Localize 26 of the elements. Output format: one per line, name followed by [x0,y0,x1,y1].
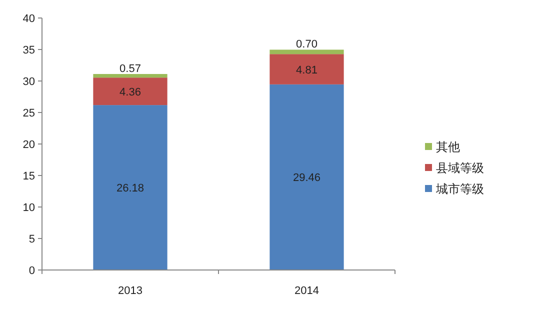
legend-label: 城市等级 [435,182,484,196]
data-label: 0.70 [296,38,318,51]
legend-label: 县域等级 [436,161,484,175]
y-tick-label: 15 [22,170,35,182]
y-tick-label: 40 [22,13,35,25]
y-tick-label: 25 [22,108,35,120]
data-label: 0.57 [120,63,141,76]
x-tick-label: 2013 [118,285,142,297]
data-label: 4.81 [296,64,318,76]
bar [93,74,168,78]
bar [270,84,344,270]
data-label: 29.46 [292,172,321,184]
y-tick-label: 20 [22,139,35,151]
y-tick-label: 5 [28,234,35,246]
x-tick-label: 2014 [294,285,319,297]
y-tick-label: 0 [28,265,35,277]
legend-label: 其他 [436,140,460,154]
y-tick-label: 30 [22,76,35,88]
bar [93,105,168,270]
bar [93,78,168,106]
data-label: 4.36 [120,86,141,98]
bar [270,50,344,54]
bar [270,54,344,84]
data-label: 26.18 [116,182,144,195]
y-tick-label: 35 [22,44,35,56]
y-tick-label: 10 [22,202,35,214]
